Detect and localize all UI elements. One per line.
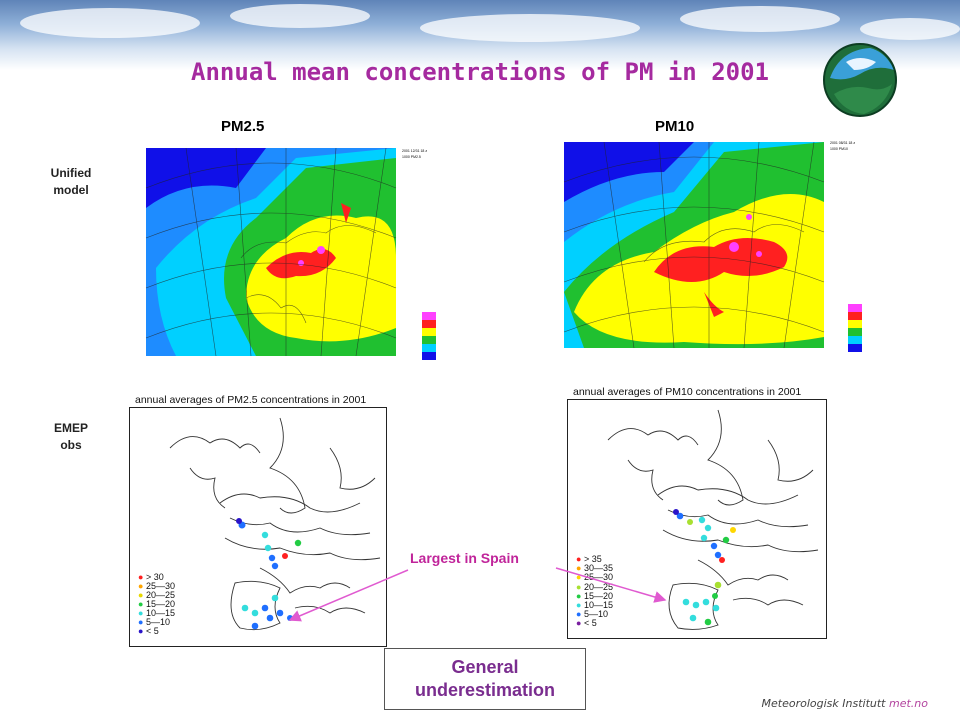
row-label-obs-line1: EMEP	[53, 421, 88, 435]
sky-banner	[0, 0, 960, 70]
legend-item: ● 15—20	[576, 590, 613, 601]
obs-legend-pm25: ● > 30 ● 25—30 ● 20—25 ● 15—20 ● 10—15 ●…	[138, 573, 175, 636]
legend-item: ● < 5	[138, 626, 159, 636]
cloud-shape	[420, 14, 640, 42]
model-map-pm25-figure: 2001 12/31 18 z 1000 PM2.5	[118, 140, 440, 370]
pm25-column-header: PM2.5	[221, 118, 265, 135]
cloud-shape	[20, 8, 200, 38]
row-label-model-line1: Unified	[50, 166, 92, 180]
callout-largest-spain: Largest in Spain	[408, 550, 521, 566]
arrow-to-pm25-spain	[288, 569, 409, 622]
footer-site: met.no	[889, 697, 928, 710]
legend-item: ● 5—10	[138, 617, 170, 627]
legend-item: ● > 30	[138, 572, 164, 582]
obs-map-pm10-figure	[607, 409, 819, 630]
footer-credit: Meteorologisk Institutt met.no	[762, 697, 928, 710]
legend-item: ● 5—10	[576, 609, 608, 620]
svg-text:1000 PM2.5: 1000 PM2.5	[402, 155, 421, 159]
row-label-model-line2: model	[53, 183, 89, 197]
conclusion-line2: underestimation	[414, 680, 556, 700]
met-globe-logo	[823, 43, 897, 117]
legend-item: ● 15—20	[138, 599, 175, 609]
footer-institute: Meteorologisk Institutt	[761, 697, 886, 710]
model-map-pm25: 2001 12/31 18 z 1000 PM2.5	[118, 140, 440, 370]
model-map-pm10-figure: 2001 08/31 18 z 1000 PM10	[548, 136, 878, 362]
row-label-model: Unified model	[40, 165, 102, 199]
svg-text:1000 PM10: 1000 PM10	[830, 147, 848, 151]
cloud-shape	[230, 4, 370, 28]
legend-item: ● > 35	[576, 554, 602, 564]
legend-item: ● 20—25	[138, 590, 175, 600]
svg-text:2001 08/31 18 z: 2001 08/31 18 z	[830, 141, 855, 145]
legend-item: ● 10—15	[138, 608, 175, 618]
legend-item: ● < 5	[576, 618, 597, 629]
conclusion-box: General underestimation	[384, 648, 586, 710]
obs-title-pm25: annual averages of PM2.5 concentrations …	[135, 394, 367, 406]
legend-item: ● 10—15	[576, 600, 613, 611]
obs-map-pm25-figure	[169, 417, 381, 631]
legend-item: ● 25—30	[576, 572, 613, 583]
legend-item: ● 25—30	[138, 581, 175, 591]
cloud-shape	[680, 6, 840, 32]
conclusion-line1: General	[451, 657, 519, 677]
row-label-obs-line2: obs	[60, 438, 82, 452]
svg-text:2001 12/31 18 z: 2001 12/31 18 z	[402, 149, 427, 153]
obs-legend-pm10: ● > 35 ● 30—35 ● 25—30 ● 20—25 ● 15—20 ●…	[576, 554, 613, 629]
pm10-column-header: PM10	[655, 118, 695, 135]
legend-item: ● 20—25	[576, 581, 613, 592]
legend-item: ● 30—35	[576, 563, 613, 574]
station-dot	[673, 509, 736, 626]
obs-stations-pm10	[673, 509, 736, 626]
obs-title-pm10: annual averages of PM10 concentrations i…	[573, 386, 802, 398]
obs-map-pm10: ● > 35 ● 30—35 ● 25—30 ● 20—25 ● 15—20 ●…	[567, 399, 827, 639]
obs-map-pm25: ● > 30 ● 25—30 ● 20—25 ● 15—20 ● 10—15 ●…	[129, 407, 387, 647]
arrow-to-pm10-spain	[555, 567, 667, 603]
row-label-obs: EMEP obs	[40, 420, 102, 454]
model-map-pm10: 2001 08/31 18 z 1000 PM10	[548, 136, 878, 362]
cloud-shape	[860, 18, 960, 40]
slide-title: Annual mean concentrations of PM in 2001	[191, 58, 769, 86]
